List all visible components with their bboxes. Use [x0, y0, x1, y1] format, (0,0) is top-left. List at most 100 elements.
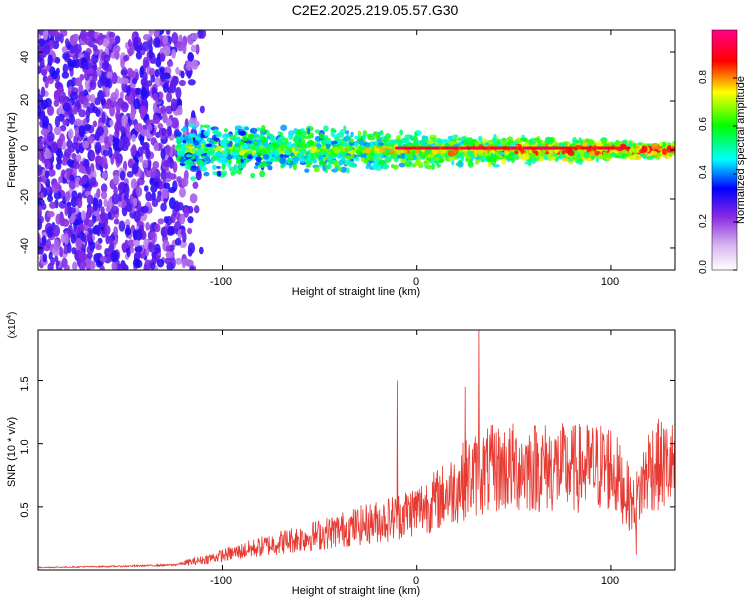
heatmap-cell: [52, 224, 61, 237]
spectrogram-panel: -100 0 100 Height of straight line (km) …: [6, 29, 676, 298]
colorbar-ticks: [733, 77, 737, 271]
heatmap-cell: [67, 242, 72, 254]
heatmap-cell: [206, 125, 211, 132]
heatmap-cell: [168, 186, 176, 194]
heatmap-cell: [211, 134, 217, 141]
heatmap-cell: [42, 253, 48, 263]
heatmap-cell: [182, 142, 186, 149]
heatmap-cell: [53, 125, 62, 136]
heatmap-cell: [283, 148, 289, 153]
heatmap-cell: [342, 136, 351, 142]
heatmap-cell: [153, 30, 160, 37]
heatmap-cell: [134, 123, 143, 132]
heatmap-cell: [293, 137, 300, 144]
heatmap-cell: [61, 91, 67, 103]
heatmap-cell: [189, 193, 198, 204]
heatmap-cell: [145, 147, 151, 160]
heatmap-cell: [135, 186, 143, 197]
heatmap-cell: [78, 125, 86, 137]
heatmap-cell: [64, 191, 71, 202]
heatmap-cell: [111, 193, 120, 205]
heatmap-cell: [376, 157, 381, 161]
heatmap-cell: [73, 219, 80, 227]
heatmap-cell: [47, 54, 53, 67]
heatmap-cell: [174, 203, 181, 212]
heatmap-cell: [108, 31, 116, 39]
heatmap-cell: [228, 143, 233, 148]
heatmap-cell: [411, 150, 416, 156]
heatmap-cell: [53, 181, 61, 189]
heatmap-cell: [262, 154, 269, 160]
heatmap-cell: [113, 226, 118, 237]
heatmap-cell: [319, 132, 325, 139]
heatmap-cell: [176, 176, 182, 183]
heatmap-cell: [600, 137, 608, 143]
heatmap-cell: [103, 54, 111, 63]
heatmap-cell: [181, 152, 185, 157]
heatmap-cell: [54, 57, 61, 64]
heatmap-cell: [112, 44, 121, 53]
heatmap-cell: [477, 149, 484, 154]
heatmap-cell: [339, 151, 348, 156]
heatmap-cell: [46, 105, 55, 116]
heatmap-cell: [68, 128, 74, 140]
heatmap-cell: [595, 140, 602, 147]
heatmap-cell: [299, 149, 305, 156]
heatmap-cell: [237, 155, 242, 160]
heatmap-cell: [177, 105, 183, 116]
heatmap-cell: [474, 141, 480, 148]
heatmap-cell: [181, 127, 187, 132]
heatmap-cell: [62, 63, 68, 74]
heatmap-cell: [131, 144, 137, 157]
heatmap-cell: [310, 148, 316, 154]
heatmap-cell: [212, 154, 217, 162]
heatmap-cells: [38, 30, 675, 270]
heatmap-cell: [101, 60, 110, 71]
heatmap-cell: [146, 167, 153, 177]
snr-y-tick-label: 0.5: [19, 502, 31, 517]
heatmap-cell: [43, 244, 51, 252]
heatmap-cell: [121, 77, 129, 84]
heatmap-cell: [38, 164, 43, 177]
heatmap-cell: [49, 201, 57, 209]
heatmap-cell: [257, 163, 265, 168]
heatmap-cell: [588, 151, 595, 157]
heatmap-cell: [175, 86, 182, 99]
heatmap-cell: [152, 102, 158, 113]
heatmap-cell: [152, 160, 160, 170]
heatmap-cell: [435, 138, 442, 143]
heatmap-cell: [270, 150, 278, 156]
heatmap-cell: [114, 35, 121, 44]
heatmap-cell: [164, 144, 171, 156]
heatmap-cell: [477, 135, 483, 142]
heatmap-cell: [484, 152, 489, 157]
heatmap-cell: [78, 250, 85, 261]
heatmap-cell: [54, 115, 61, 128]
heatmap-cell: [126, 249, 131, 258]
heatmap-cell: [523, 153, 530, 160]
heatmap-cell: [190, 167, 198, 172]
heatmap-cell: [162, 82, 169, 93]
heatmap-cell: [69, 215, 75, 224]
heatmap-cell: [111, 205, 119, 215]
heatmap-cell: [423, 160, 428, 165]
heatmap-cell: [353, 141, 359, 148]
heatmap-cell: [637, 142, 643, 146]
heatmap-cell: [371, 163, 377, 170]
heatmap-cell: [86, 67, 95, 75]
heatmap-cell: [375, 134, 380, 140]
heatmap-cell: [306, 140, 315, 145]
heatmap-cell: [60, 233, 66, 244]
heatmap-cell: [131, 134, 136, 143]
snr-multiplier-label: (x104): [6, 312, 18, 339]
heatmap-cell: [74, 226, 82, 235]
heatmap-cell: [104, 225, 111, 236]
heatmap-cell: [448, 149, 456, 157]
heatmap-cell: [199, 162, 203, 169]
heatmap-cell: [221, 164, 226, 170]
heatmap-cell: [85, 106, 91, 118]
heatmap-cell: [175, 136, 181, 142]
heatmap-cell: [330, 140, 338, 145]
heatmap-cell: [625, 146, 631, 150]
heatmap-cell: [192, 181, 199, 189]
